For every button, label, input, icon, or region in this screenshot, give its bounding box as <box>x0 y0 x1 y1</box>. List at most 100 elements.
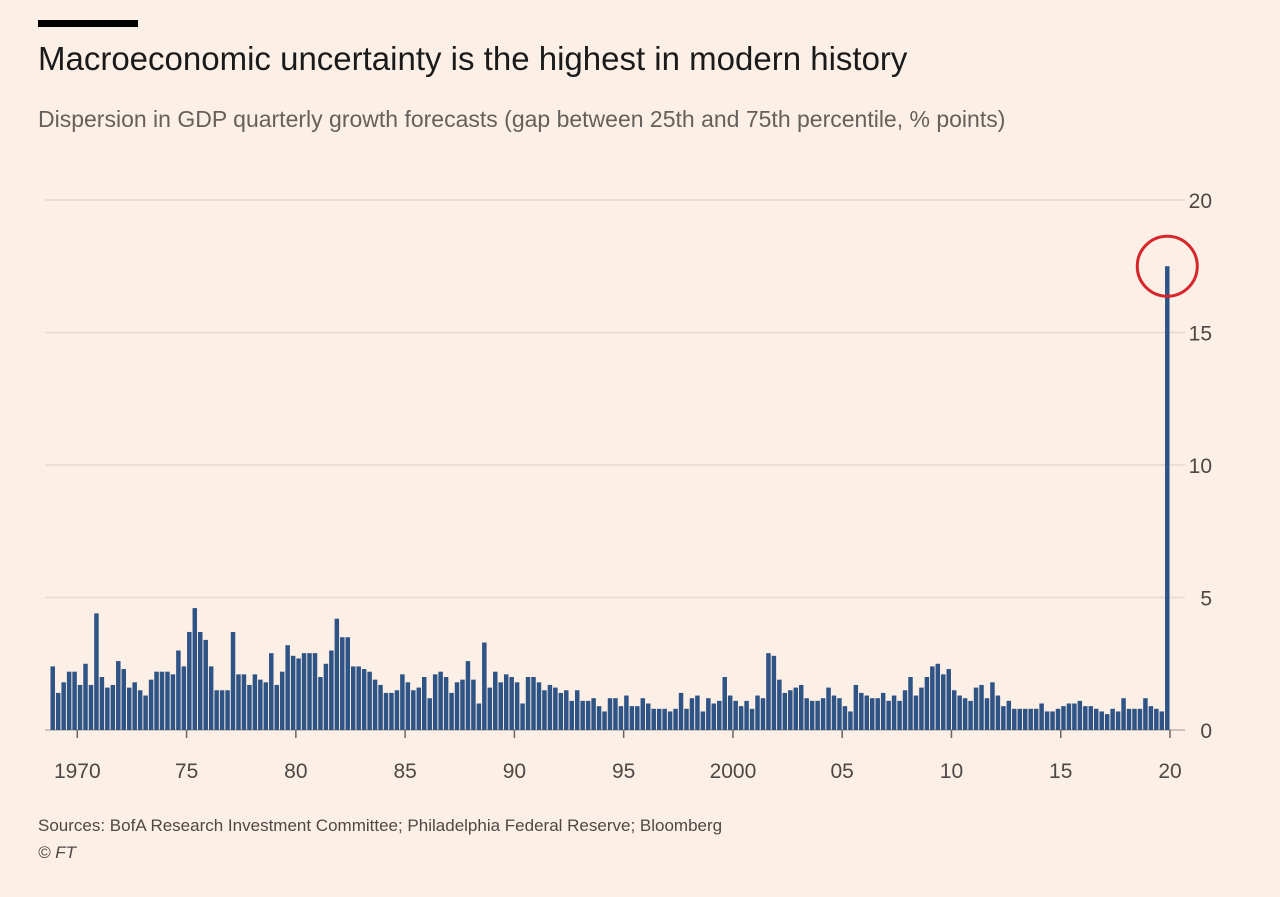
bar <box>252 674 258 730</box>
bar <box>924 677 930 730</box>
bar <box>607 698 613 730</box>
bar <box>990 682 995 730</box>
bar <box>717 700 722 730</box>
bar <box>443 677 449 730</box>
bar <box>837 698 842 730</box>
bar <box>61 682 66 730</box>
bar <box>181 666 187 730</box>
bar <box>1165 266 1170 730</box>
bar <box>1154 708 1159 730</box>
bar <box>646 703 651 730</box>
bar <box>411 690 416 730</box>
bar <box>301 653 307 730</box>
bar <box>542 690 547 730</box>
bar <box>1077 700 1083 730</box>
bar <box>635 706 640 730</box>
bar <box>684 708 689 730</box>
bar <box>788 690 793 730</box>
bar <box>908 677 913 730</box>
bar <box>826 687 831 730</box>
highlight-circle <box>1135 234 1199 298</box>
bar <box>487 687 493 730</box>
bar <box>951 690 957 730</box>
bar <box>356 666 361 730</box>
bar <box>848 711 853 730</box>
bar <box>225 690 230 730</box>
bar <box>154 671 159 730</box>
bar <box>367 671 372 730</box>
bar <box>482 642 487 730</box>
bar <box>859 692 864 730</box>
bar <box>219 690 225 730</box>
y-tick-label: 10 <box>1189 455 1212 478</box>
bar <box>1039 703 1044 730</box>
bar <box>1132 708 1137 730</box>
bar <box>722 677 727 730</box>
bar <box>1088 706 1094 730</box>
bar <box>55 692 61 730</box>
bar <box>842 706 848 730</box>
bar <box>389 692 394 730</box>
bar <box>864 695 870 730</box>
bar <box>416 687 422 730</box>
bar <box>569 700 574 730</box>
bar <box>137 690 143 730</box>
bar <box>902 690 908 730</box>
bar <box>706 698 711 730</box>
bar <box>870 698 875 730</box>
bar <box>66 671 72 730</box>
bar <box>640 698 646 730</box>
bar <box>383 692 389 730</box>
bar <box>187 631 192 730</box>
bar <box>307 653 312 730</box>
bar <box>880 692 886 730</box>
bar <box>378 684 383 730</box>
bar <box>886 700 891 730</box>
bar <box>50 666 55 730</box>
bar <box>454 682 460 730</box>
bar <box>263 682 269 730</box>
bar <box>727 695 733 730</box>
bar <box>651 708 656 730</box>
bar <box>897 700 902 730</box>
bar <box>1137 708 1143 730</box>
bar <box>596 706 602 730</box>
bar <box>143 695 148 730</box>
bar <box>132 682 137 730</box>
bar <box>94 613 99 730</box>
bar <box>110 684 116 730</box>
bar <box>465 661 471 730</box>
bar <box>159 671 165 730</box>
bar <box>214 690 219 730</box>
bar <box>269 653 274 730</box>
bar <box>318 677 323 730</box>
bar <box>509 677 514 730</box>
bar <box>99 677 105 730</box>
bar <box>629 706 635 730</box>
bar <box>793 687 798 730</box>
bar <box>891 695 897 730</box>
bar <box>438 671 443 730</box>
bar <box>503 674 509 730</box>
bar <box>536 682 542 730</box>
x-tick-label: 15 <box>1049 760 1072 783</box>
x-tick-label: 90 <box>503 760 526 783</box>
bar <box>962 698 968 730</box>
x-tick-label: 05 <box>831 760 854 783</box>
bar <box>831 695 837 730</box>
bar <box>1094 708 1099 730</box>
bar <box>372 679 378 730</box>
bar <box>203 639 208 730</box>
bar <box>476 703 482 730</box>
bar <box>274 684 279 730</box>
bar <box>930 666 935 730</box>
bar <box>673 708 678 730</box>
bar <box>656 708 662 730</box>
bar <box>460 679 465 730</box>
bar <box>1006 700 1012 730</box>
bar <box>285 645 290 730</box>
bar <box>1121 698 1126 730</box>
bar <box>919 687 924 730</box>
bar <box>1050 711 1055 730</box>
bar <box>514 682 520 730</box>
